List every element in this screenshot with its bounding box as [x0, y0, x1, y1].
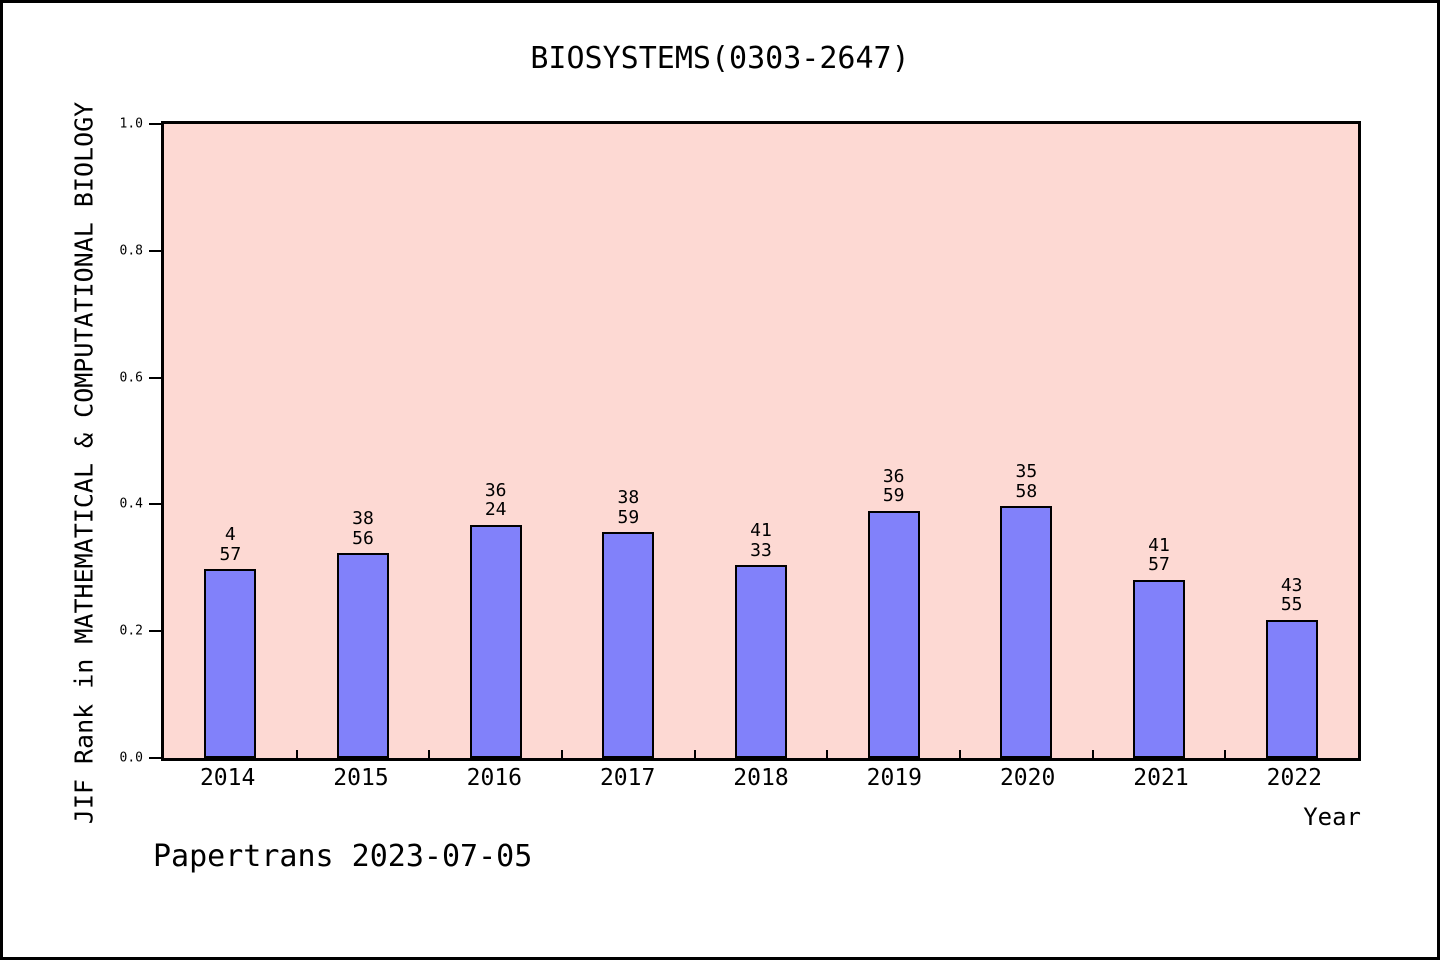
x-minor-tick-mark: [959, 750, 961, 758]
bar-value-label: 35 58: [1015, 461, 1038, 502]
bar-value-label: 41 57: [1148, 534, 1170, 576]
y-tick-label: 0.6: [119, 370, 143, 386]
y-tick-label: 0.0: [119, 750, 143, 766]
y-tick-mark: [149, 376, 164, 379]
y-tick-mark: [149, 249, 164, 252]
bar-slot: 41 33: [695, 124, 828, 758]
y-tick-mark: [149, 757, 164, 759]
bar-slot: 38 59: [562, 124, 695, 758]
bar: [1000, 506, 1053, 758]
y-tick-label: 0.8: [119, 243, 143, 259]
x-minor-tick-mark: [428, 750, 431, 758]
bar-slot: 43 55: [1225, 124, 1358, 758]
chart-title: BIOSYSTEMS(0303-2647): [530, 41, 910, 76]
x-tick-label: 2020: [999, 765, 1056, 791]
bar-value-label: 38 59: [617, 487, 640, 528]
x-tick-label: 2018: [733, 765, 789, 791]
y-axis-label: JIF Rank in MATHEMATICAL & COMPUTATIONAL…: [69, 101, 99, 825]
bar: [867, 510, 920, 758]
x-tick-label: 2017: [599, 765, 656, 791]
bar: [469, 524, 522, 758]
y-tick-mark: [149, 503, 164, 506]
plot-area: 0.0 0.2 0.4 0.6 0.8 1.0 4 57 38 56 36 24 38 59 41 …: [120, 117, 1361, 766]
bar: [602, 532, 655, 758]
bar: [336, 553, 389, 758]
bar: [734, 565, 787, 758]
bar: [204, 569, 257, 758]
bar-value-label: 36 59: [882, 465, 905, 507]
x-minor-tick-mark: [1224, 750, 1227, 758]
x-axis-label: Year: [1303, 803, 1361, 831]
bar-value-label: 4 57: [219, 524, 242, 565]
y-tick-label: 0.2: [119, 623, 143, 639]
bar-slot: 36 24: [429, 124, 562, 758]
bar-slot: 38 56: [297, 124, 430, 758]
x-tick-label: 2015: [333, 765, 389, 791]
bar: [1132, 579, 1185, 758]
x-tick-label: 2022: [1266, 765, 1323, 791]
y-tick-mark: [149, 630, 164, 633]
x-axis-tick-labels: 2014 2015 2016 2017 2018 2019 2020 2021 2022: [161, 765, 1361, 795]
bar-slot: 36 59: [827, 124, 960, 758]
bar: [1265, 619, 1318, 758]
y-tick-mark: [149, 123, 164, 125]
x-tick-label: 2014: [199, 765, 256, 791]
x-tick-label: 2016: [466, 765, 523, 791]
x-minor-tick-mark: [561, 750, 563, 758]
bar-slot: 41 57: [1093, 124, 1226, 758]
bar-value-label: 38 56: [352, 508, 374, 549]
bar-value-label: 41 33: [750, 520, 772, 561]
bar-value-label: 43 55: [1280, 574, 1303, 616]
y-tick-label: 1.0: [119, 116, 143, 132]
x-minor-tick-mark: [826, 750, 829, 758]
x-minor-tick-mark: [693, 750, 696, 758]
y-tick-label: 0.4: [119, 496, 143, 512]
bar-value-label: 36 24: [484, 479, 507, 521]
x-tick-label: 2021: [1133, 765, 1189, 791]
bar-slot: 4 57: [164, 124, 297, 758]
x-minor-tick-mark: [1091, 750, 1094, 758]
footer-watermark: Papertrans 2023-07-05: [153, 839, 533, 874]
bar-slot: 35 58: [960, 124, 1093, 758]
x-tick-label: 2019: [866, 765, 923, 791]
x-minor-tick-mark: [295, 750, 298, 758]
